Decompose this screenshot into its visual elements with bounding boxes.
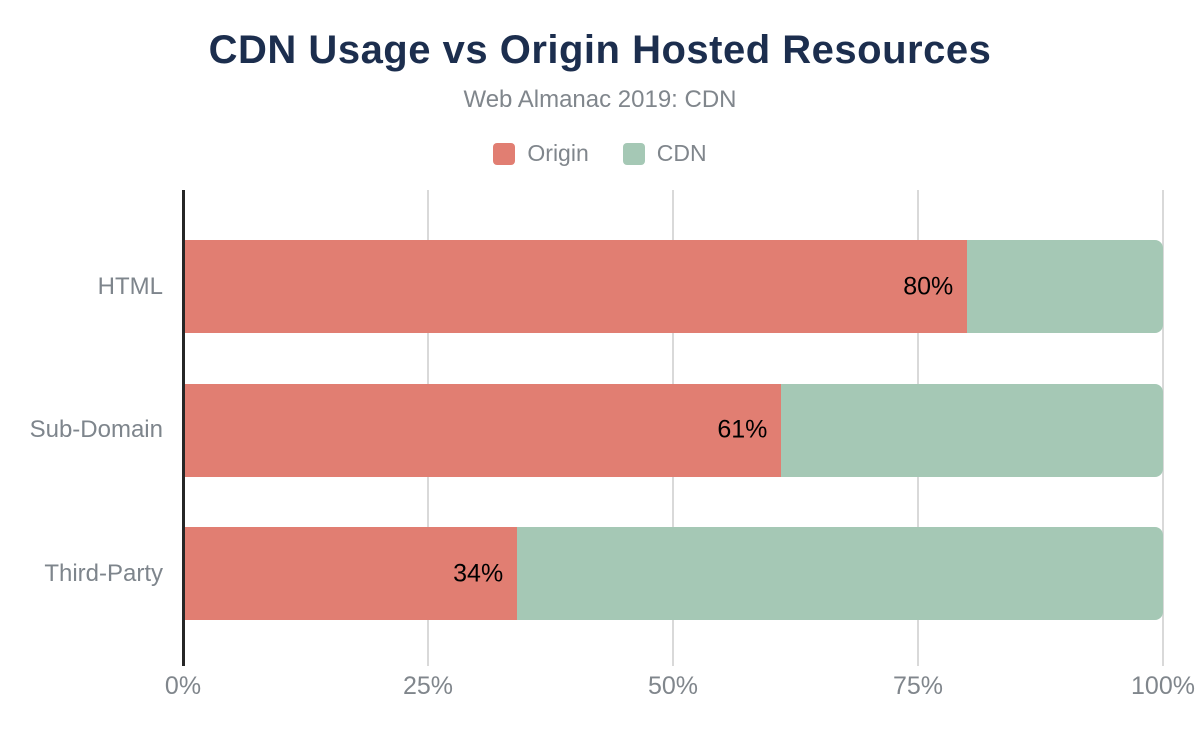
x-tick-mark-25pct <box>427 658 429 666</box>
legend: Origin CDN <box>0 140 1200 167</box>
bar-row: 61% <box>184 383 1164 477</box>
legend-label: CDN <box>656 140 707 166</box>
x-tick-label-0pct: 0% <box>164 672 202 700</box>
x-tick-label-50pct: 50% <box>647 672 699 700</box>
category-label-html: HTML <box>97 272 163 300</box>
value-label: 80% <box>903 272 954 300</box>
bar-segment-origin[interactable]: 80% <box>184 240 968 333</box>
bar-segment-cdn[interactable] <box>781 383 1163 477</box>
category-label-sub-domain: Sub-Domain <box>29 416 163 443</box>
bar-segment-cdn[interactable] <box>517 527 1163 620</box>
bar-row: 34% <box>184 527 1164 620</box>
bar-row: 80% <box>184 240 1164 333</box>
chart-title: CDN Usage vs Origin Hosted Resources <box>208 28 992 72</box>
x-tick-label-25pct: 25% <box>402 672 454 700</box>
legend-swatch-origin <box>493 142 516 165</box>
x-tick-mark-75pct <box>917 658 919 666</box>
x-tick-label-100pct: 100% <box>1131 672 1195 700</box>
value-label: 34% <box>453 559 504 587</box>
legend-item-origin: Origin <box>493 140 589 167</box>
chart-subtitle: Web Almanac 2019: CDN <box>463 86 737 113</box>
value-label: 61% <box>717 415 768 444</box>
bar-segment-origin[interactable]: 61% <box>184 383 782 477</box>
bar-segment-cdn[interactable] <box>967 240 1163 333</box>
legend-swatch-cdn <box>622 142 645 165</box>
y-axis-line <box>181 190 185 666</box>
category-label-third-party: Third-Party <box>44 559 163 587</box>
bar-segment-origin[interactable]: 34% <box>184 527 518 620</box>
x-tick-mark-50pct <box>672 658 674 666</box>
x-tick-mark-100pct <box>1162 658 1164 666</box>
gridline-100pct <box>1162 190 1164 658</box>
legend-label: Origin <box>527 140 589 166</box>
x-tick-label-75pct: 75% <box>892 672 944 700</box>
legend-item-cdn: CDN <box>622 140 707 167</box>
